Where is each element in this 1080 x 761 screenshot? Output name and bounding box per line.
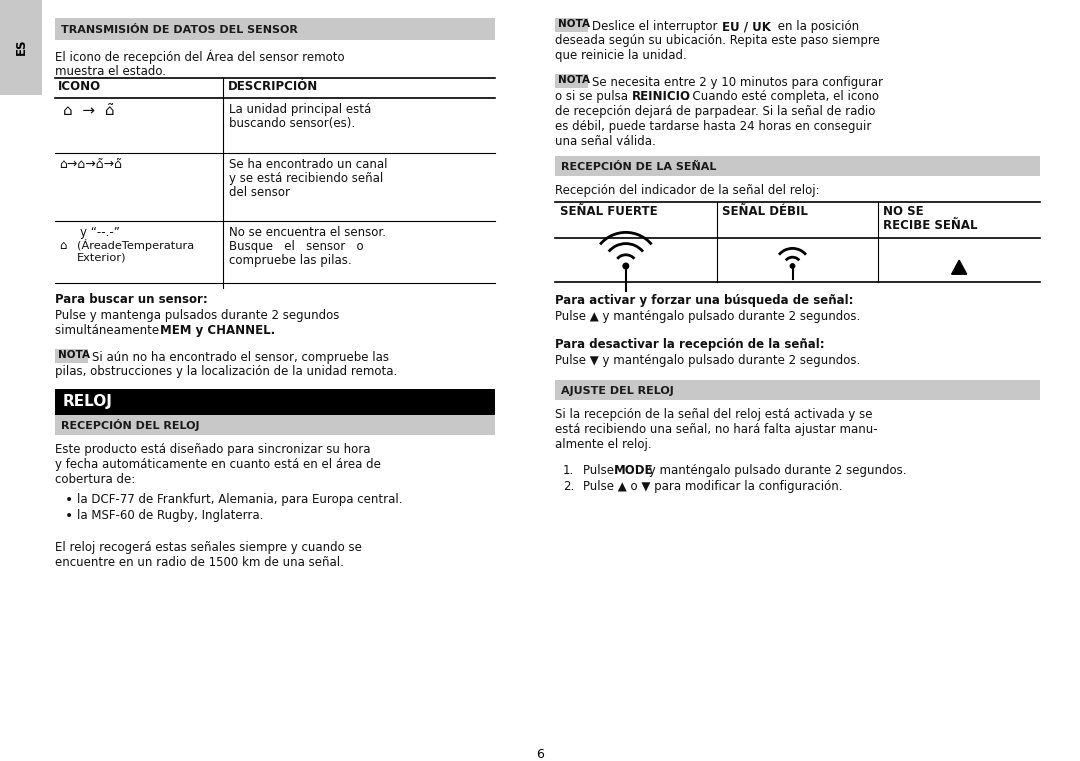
Text: •: • xyxy=(65,493,73,507)
Text: MODE: MODE xyxy=(615,464,653,477)
Text: (ÁreadeTemperatura: (ÁreadeTemperatura xyxy=(77,239,194,251)
Text: Si aún no ha encontrado el sensor, compruebe las: Si aún no ha encontrado el sensor, compr… xyxy=(92,351,389,364)
Text: RECIBE SEÑAL: RECIBE SEÑAL xyxy=(883,219,977,232)
Text: o si se pulsa: o si se pulsa xyxy=(555,90,632,103)
Text: pilas, obstrucciones y la localización de la unidad remota.: pilas, obstrucciones y la localización d… xyxy=(55,365,397,378)
Text: No se encuentra el sensor.: No se encuentra el sensor. xyxy=(229,226,386,239)
Text: Se necesita entre 2 y 10 minutos para configurar: Se necesita entre 2 y 10 minutos para co… xyxy=(592,76,883,89)
Text: Se ha encontrado un canal: Se ha encontrado un canal xyxy=(229,158,388,171)
Text: 2.: 2. xyxy=(563,480,575,493)
Text: cobertura de:: cobertura de: xyxy=(55,473,135,486)
Circle shape xyxy=(623,263,629,269)
Text: que reinicie la unidad.: que reinicie la unidad. xyxy=(555,49,687,62)
Bar xyxy=(55,389,495,415)
Text: •: • xyxy=(65,509,73,523)
Text: RELOJ: RELOJ xyxy=(63,394,113,409)
Text: ⌂  →  ⌂̃: ⌂ → ⌂̃ xyxy=(63,103,114,118)
Text: Pulse: Pulse xyxy=(583,464,618,477)
Text: la MSF-60 de Rugby, Inglaterra.: la MSF-60 de Rugby, Inglaterra. xyxy=(77,509,264,522)
Text: DESCRIPCIÓN: DESCRIPCIÓN xyxy=(228,80,319,93)
Text: Pulse ▲ y manténgalo pulsado durante 2 segundos.: Pulse ▲ y manténgalo pulsado durante 2 s… xyxy=(555,310,861,323)
Bar xyxy=(55,18,495,40)
Text: Pulse y mantenga pulsados durante 2 segundos: Pulse y mantenga pulsados durante 2 segu… xyxy=(55,309,339,322)
Text: Exterior): Exterior) xyxy=(77,253,126,263)
Text: Este producto está diseñado para sincronizar su hora: Este producto está diseñado para sincron… xyxy=(55,443,370,456)
Text: es débil, puede tardarse hasta 24 horas en conseguir: es débil, puede tardarse hasta 24 horas … xyxy=(555,120,872,133)
Text: encuentre en un radio de 1500 km de una señal.: encuentre en un radio de 1500 km de una … xyxy=(55,556,343,569)
Polygon shape xyxy=(951,260,967,274)
Text: NO SE: NO SE xyxy=(883,205,924,218)
Text: EU / UK: EU / UK xyxy=(723,20,771,33)
Text: 1.: 1. xyxy=(563,464,575,477)
Text: una señal válida.: una señal válida. xyxy=(555,135,656,148)
Text: y fecha automáticamente en cuanto está en el área de: y fecha automáticamente en cuanto está e… xyxy=(55,458,381,471)
Text: en la posición: en la posición xyxy=(774,20,859,33)
Text: MEM y CHANNEL.: MEM y CHANNEL. xyxy=(160,324,275,337)
Bar xyxy=(55,349,87,363)
Text: 6: 6 xyxy=(536,748,544,761)
Text: NOTA: NOTA xyxy=(558,75,590,85)
Text: Si la recepción de la señal del reloj está activada y se: Si la recepción de la señal del reloj es… xyxy=(555,408,873,421)
Text: . Cuando esté completa, el icono: . Cuando esté completa, el icono xyxy=(685,90,879,103)
Text: del sensor: del sensor xyxy=(229,186,291,199)
Text: ⌂: ⌂ xyxy=(59,239,67,252)
Text: Pulse ▼ y manténgalo pulsado durante 2 segundos.: Pulse ▼ y manténgalo pulsado durante 2 s… xyxy=(555,354,861,367)
Text: NOTA: NOTA xyxy=(58,350,90,360)
Text: Para buscar un sensor:: Para buscar un sensor: xyxy=(55,293,207,306)
Text: RECEPCIÓN DE LA SEÑAL: RECEPCIÓN DE LA SEÑAL xyxy=(561,162,716,172)
Bar xyxy=(555,74,588,88)
Text: simultáneamente: simultáneamente xyxy=(55,324,163,337)
Bar xyxy=(55,415,495,435)
Text: RECEPCIÓN DEL RELOJ: RECEPCIÓN DEL RELOJ xyxy=(60,419,200,431)
Text: compruebe las pilas.: compruebe las pilas. xyxy=(229,254,352,267)
Text: y se está recibiendo señal: y se está recibiendo señal xyxy=(229,172,383,185)
Text: SEÑAL DÉBIL: SEÑAL DÉBIL xyxy=(721,205,808,218)
Bar xyxy=(555,380,1040,400)
Text: deseada según su ubicación. Repita este paso siempre: deseada según su ubicación. Repita este … xyxy=(555,34,880,47)
Bar xyxy=(555,156,1040,176)
Text: ⌂→⌂→⌂̃→⌂̃: ⌂→⌂→⌂̃→⌂̃ xyxy=(59,158,122,171)
Text: ICONO: ICONO xyxy=(58,80,102,93)
Bar xyxy=(555,18,588,32)
Text: y “--.-”: y “--.-” xyxy=(80,226,120,239)
Text: Para desactivar la recepción de la señal:: Para desactivar la recepción de la señal… xyxy=(555,338,825,351)
Text: de recepción dejará de parpadear. Si la señal de radio: de recepción dejará de parpadear. Si la … xyxy=(555,105,876,118)
Text: REINICIO: REINICIO xyxy=(632,90,691,103)
Bar xyxy=(0,0,42,95)
Text: AJUSTE DEL RELOJ: AJUSTE DEL RELOJ xyxy=(561,386,674,396)
Text: almente el reloj.: almente el reloj. xyxy=(555,438,651,451)
Text: Busque   el   sensor   o: Busque el sensor o xyxy=(229,240,364,253)
Text: El icono de recepción del Área del sensor remoto: El icono de recepción del Área del senso… xyxy=(55,50,345,65)
Text: está recibiendo una señal, no hará falta ajustar manu-: está recibiendo una señal, no hará falta… xyxy=(555,423,878,436)
Text: La unidad principal está: La unidad principal está xyxy=(229,103,372,116)
Text: Para activar y forzar una búsqueda de señal:: Para activar y forzar una búsqueda de se… xyxy=(555,294,853,307)
Text: muestra el estado.: muestra el estado. xyxy=(55,65,166,78)
Text: la DCF-77 de Frankfurt, Alemania, para Europa central.: la DCF-77 de Frankfurt, Alemania, para E… xyxy=(77,493,403,506)
Text: NOTA: NOTA xyxy=(558,19,590,29)
Text: SEÑAL FUERTE: SEÑAL FUERTE xyxy=(561,205,658,218)
Text: buscando sensor(es).: buscando sensor(es). xyxy=(229,117,355,130)
Text: Deslice el interruptor: Deslice el interruptor xyxy=(592,20,721,33)
Text: Pulse ▲ o ▼ para modificar la configuración.: Pulse ▲ o ▼ para modificar la configurac… xyxy=(583,480,842,493)
Text: Recepción del indicador de la señal del reloj:: Recepción del indicador de la señal del … xyxy=(555,184,820,197)
Text: TRANSMISIÓN DE DATOS DEL SENSOR: TRANSMISIÓN DE DATOS DEL SENSOR xyxy=(60,25,298,35)
Text: y manténgalo pulsado durante 2 segundos.: y manténgalo pulsado durante 2 segundos. xyxy=(645,464,906,477)
Circle shape xyxy=(791,264,795,268)
Text: ES: ES xyxy=(14,39,27,56)
Text: El reloj recogerá estas señales siempre y cuando se: El reloj recogerá estas señales siempre … xyxy=(55,541,362,554)
